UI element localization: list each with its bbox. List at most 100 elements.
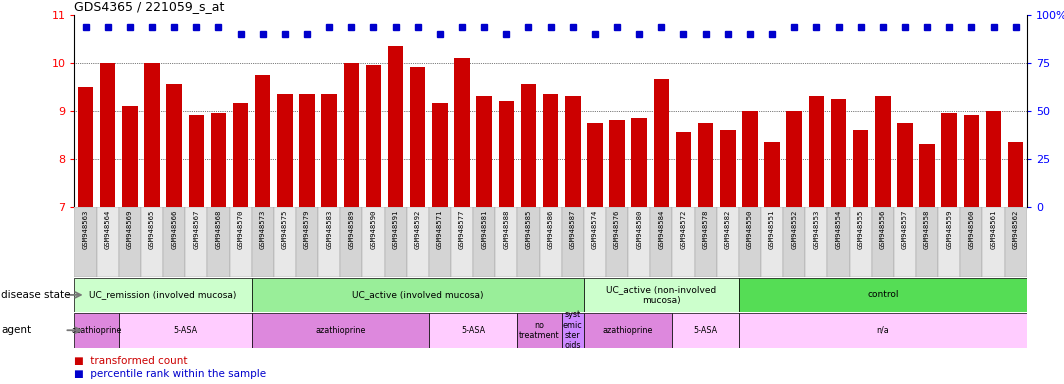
Bar	[743, 111, 758, 207]
Text: GSM948588: GSM948588	[503, 209, 510, 249]
Bar	[916, 207, 938, 277]
Bar	[875, 96, 891, 207]
Bar	[894, 207, 916, 277]
Text: GSM948578: GSM948578	[702, 209, 709, 249]
Bar	[1004, 207, 1027, 277]
Text: ■  transformed count: ■ transformed count	[74, 356, 188, 366]
Text: GSM948571: GSM948571	[437, 209, 443, 249]
Bar	[119, 207, 140, 277]
Bar	[720, 130, 735, 207]
Text: GSM948574: GSM948574	[592, 209, 598, 249]
Text: GSM948575: GSM948575	[282, 209, 288, 249]
Bar	[565, 96, 581, 207]
Bar	[783, 207, 805, 277]
Bar	[344, 63, 359, 207]
Bar	[163, 207, 185, 277]
Text: ■  percentile rank within the sample: ■ percentile rank within the sample	[74, 369, 267, 379]
Bar	[786, 111, 802, 207]
Bar	[185, 207, 207, 277]
Bar	[695, 207, 717, 277]
Bar	[233, 103, 248, 207]
Text: GSM948552: GSM948552	[792, 209, 797, 249]
Bar	[761, 207, 783, 277]
Text: GSM948567: GSM948567	[194, 209, 199, 249]
Bar	[610, 120, 625, 207]
Bar	[871, 207, 894, 277]
Text: 5-ASA: 5-ASA	[461, 326, 485, 335]
Text: n/a: n/a	[877, 326, 890, 335]
Text: GSM948553: GSM948553	[813, 209, 819, 249]
Bar	[961, 207, 982, 277]
Bar	[188, 115, 204, 207]
Bar	[384, 207, 406, 277]
Bar	[454, 58, 470, 207]
Text: GSM948568: GSM948568	[215, 209, 221, 249]
Bar	[653, 79, 669, 207]
Bar	[100, 63, 116, 207]
Text: GSM948582: GSM948582	[725, 209, 731, 249]
Bar	[919, 144, 935, 207]
Bar	[211, 113, 227, 207]
Bar	[584, 278, 738, 312]
Bar	[74, 207, 97, 277]
Bar	[299, 94, 315, 207]
Bar	[805, 207, 828, 277]
Bar	[318, 207, 340, 277]
Text: GSM948579: GSM948579	[304, 209, 310, 249]
Text: GSM948563: GSM948563	[83, 209, 88, 249]
Text: GSM948560: GSM948560	[968, 209, 975, 249]
Bar	[562, 313, 584, 348]
Text: GSM948551: GSM948551	[769, 209, 775, 249]
Bar	[587, 122, 602, 207]
Bar	[849, 207, 871, 277]
Text: GSM948556: GSM948556	[880, 209, 886, 249]
Bar	[74, 278, 252, 312]
Bar	[207, 207, 230, 277]
Bar	[584, 313, 672, 348]
Bar	[429, 207, 451, 277]
Bar	[628, 207, 650, 277]
Text: GSM948558: GSM948558	[925, 209, 930, 249]
Bar	[650, 207, 672, 277]
Bar	[451, 207, 473, 277]
Bar	[606, 207, 628, 277]
Text: GSM948561: GSM948561	[991, 209, 997, 249]
Text: GSM948562: GSM948562	[1013, 209, 1018, 249]
Bar	[942, 113, 957, 207]
Bar	[119, 313, 252, 348]
Bar	[477, 96, 492, 207]
Bar	[363, 207, 384, 277]
Bar	[964, 115, 979, 207]
Bar	[543, 94, 559, 207]
Bar	[321, 94, 337, 207]
Text: GSM948564: GSM948564	[104, 209, 111, 249]
Bar	[499, 101, 514, 207]
Text: 5-ASA: 5-ASA	[173, 326, 197, 335]
Bar	[520, 84, 536, 207]
Bar	[698, 122, 713, 207]
Text: GSM948573: GSM948573	[260, 209, 266, 249]
Text: GSM948555: GSM948555	[858, 209, 864, 249]
Text: GSM948583: GSM948583	[327, 209, 332, 249]
Bar	[738, 313, 1027, 348]
Text: GSM948591: GSM948591	[393, 209, 399, 249]
Text: GSM948572: GSM948572	[681, 209, 686, 249]
Bar	[828, 207, 849, 277]
Bar	[982, 207, 1004, 277]
Bar	[764, 142, 780, 207]
Bar	[738, 207, 761, 277]
Bar	[853, 130, 868, 207]
Bar	[517, 207, 539, 277]
Bar	[672, 313, 738, 348]
Bar	[140, 207, 163, 277]
Bar	[366, 65, 381, 207]
Text: GSM948581: GSM948581	[481, 209, 487, 249]
Bar	[517, 313, 562, 348]
Text: GSM948557: GSM948557	[902, 209, 908, 249]
Text: GSM948559: GSM948559	[946, 209, 952, 249]
Text: syst
emic
ster
oids: syst emic ster oids	[563, 310, 583, 350]
Bar	[273, 207, 296, 277]
Text: GSM948589: GSM948589	[348, 209, 354, 249]
Text: GSM948565: GSM948565	[149, 209, 155, 249]
Text: GSM948566: GSM948566	[171, 209, 177, 249]
